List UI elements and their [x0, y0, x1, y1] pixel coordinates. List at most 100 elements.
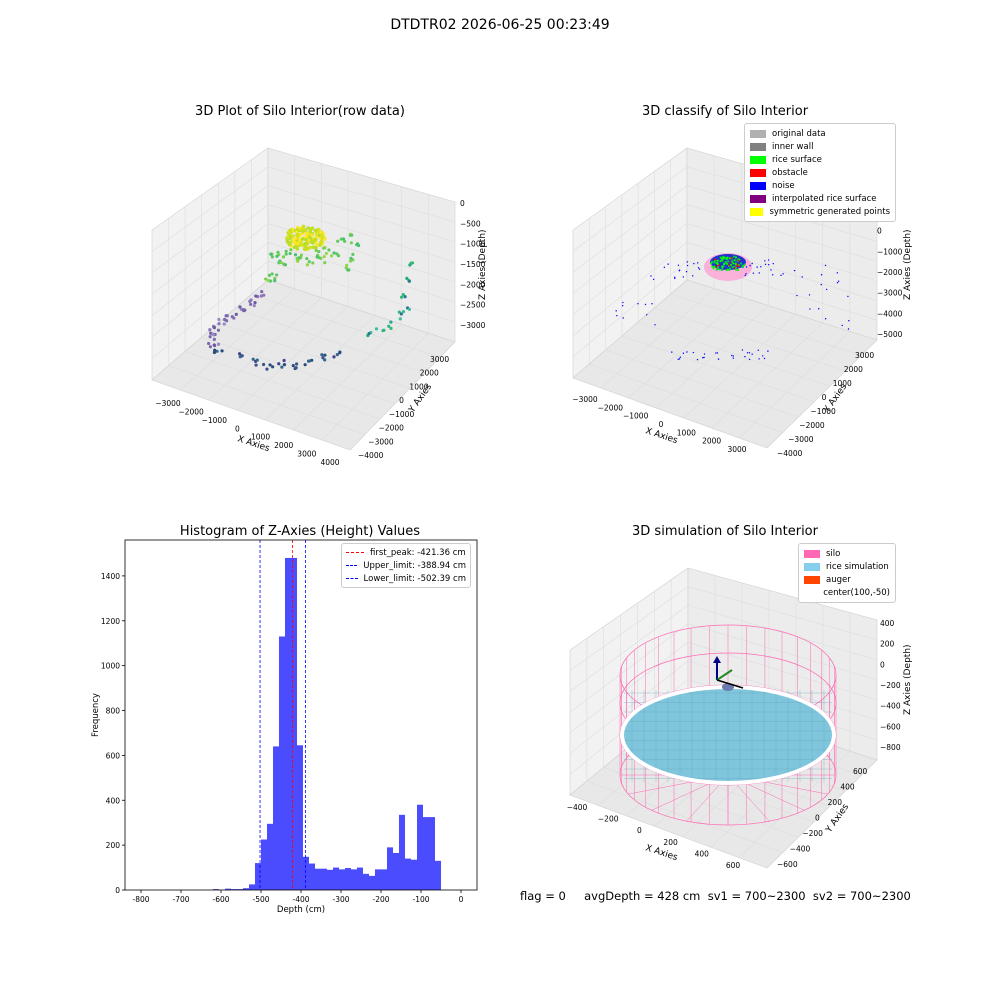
legend-item: Upper_limit: -388.94 cm — [346, 559, 466, 572]
data-point — [748, 352, 751, 354]
data-point — [782, 273, 784, 275]
axis-ticks: −400 −200 0 200 400 600 600 400 200 0 −200 −400 −600… — [567, 619, 901, 870]
data-point — [677, 358, 679, 360]
data-point — [721, 257, 724, 261]
data-point — [345, 263, 349, 267]
legend-swatch — [804, 549, 820, 558]
data-point — [820, 274, 823, 276]
tick-label: −1000 — [623, 412, 649, 421]
data-point — [217, 317, 221, 322]
data-point — [726, 256, 729, 259]
x-tick-label: 0 — [459, 895, 464, 904]
data-point — [722, 255, 725, 259]
tick-label: 3000 — [297, 450, 316, 459]
histogram-bar — [231, 889, 237, 890]
grid-line — [572, 260, 688, 358]
grid-line — [654, 307, 846, 372]
data-point — [307, 238, 311, 242]
grid-line — [683, 314, 796, 419]
data-point — [300, 226, 305, 231]
data-point — [315, 242, 319, 247]
data-point — [697, 262, 699, 264]
grid-line — [569, 642, 689, 734]
data-point — [343, 239, 347, 243]
data-point — [847, 295, 849, 298]
auger-axis-y — [716, 669, 733, 681]
panel4-title: 3D simulation of Silo Interior — [632, 524, 818, 539]
data-point — [692, 351, 695, 354]
data-point — [749, 264, 751, 267]
scatter-points — [207, 224, 415, 371]
tick-label: 400 — [840, 783, 855, 792]
data-point — [407, 307, 411, 312]
tick-label: −3000 — [460, 321, 486, 330]
data-point — [279, 260, 283, 265]
tick-label: −800 — [880, 743, 901, 752]
data-point — [348, 233, 352, 237]
axis-ticks: −3000−2000−10000100020003000400030002000… — [155, 199, 485, 467]
data-point — [318, 230, 323, 234]
data-point — [265, 367, 269, 371]
data-point — [841, 324, 843, 327]
data-point — [727, 260, 730, 263]
legend-item: first_peak: -421.36 cm — [346, 546, 466, 559]
data-point — [732, 255, 736, 258]
data-point — [344, 266, 348, 270]
data-point — [737, 265, 740, 268]
data-point — [262, 293, 266, 297]
histogram-bar — [351, 869, 357, 890]
x-tick-label: -400 — [292, 895, 309, 904]
legend-item: Lower_limit: -502.39 cm — [346, 572, 466, 585]
data-point — [678, 270, 680, 272]
data-point — [307, 260, 311, 264]
data-point — [305, 263, 309, 267]
histogram-bar — [279, 636, 285, 890]
data-point — [734, 268, 738, 271]
data-point — [718, 264, 720, 267]
histogram-bar — [333, 867, 339, 890]
histogram-bar — [285, 557, 291, 890]
auger-arrows — [713, 656, 744, 689]
data-point — [720, 268, 724, 272]
data-point — [837, 280, 840, 282]
legend-line — [346, 552, 364, 553]
tick-label: −200 — [802, 829, 823, 838]
y-tick-label: 600 — [106, 751, 121, 760]
histogram-bar — [339, 869, 345, 890]
data-point — [652, 278, 655, 280]
tick-label: 0 — [659, 420, 664, 429]
data-point — [304, 238, 308, 242]
grid-line — [234, 308, 426, 374]
data-point — [266, 278, 270, 283]
data-point — [387, 324, 391, 328]
tick-label: −1000 — [389, 410, 415, 419]
legend-item: inner wall — [750, 140, 890, 153]
data-point — [290, 228, 295, 232]
data-point — [269, 252, 273, 256]
grid-line — [293, 324, 402, 431]
data-point — [374, 327, 379, 331]
grid-line — [687, 623, 878, 681]
data-point — [717, 358, 720, 360]
data-point — [284, 249, 288, 253]
data-point — [303, 229, 308, 233]
legend-item: center(100,-50) — [804, 586, 890, 599]
data-point — [270, 272, 274, 276]
data-point — [322, 254, 326, 259]
grid-line — [151, 166, 269, 252]
data-point — [299, 253, 304, 257]
data-point — [734, 262, 737, 265]
grid-line — [586, 780, 783, 853]
data-point — [275, 273, 279, 277]
data-point — [733, 259, 736, 262]
y-tick-label: 1400 — [101, 572, 120, 581]
data-point — [294, 366, 298, 370]
data-point — [758, 358, 760, 360]
tick-label: −4000 — [777, 449, 803, 458]
data-point — [296, 234, 300, 239]
reference-lines — [259, 540, 306, 890]
data-point — [309, 227, 313, 231]
data-point — [322, 246, 326, 250]
tick-label: −2000 — [799, 421, 825, 430]
data-point — [306, 226, 310, 230]
